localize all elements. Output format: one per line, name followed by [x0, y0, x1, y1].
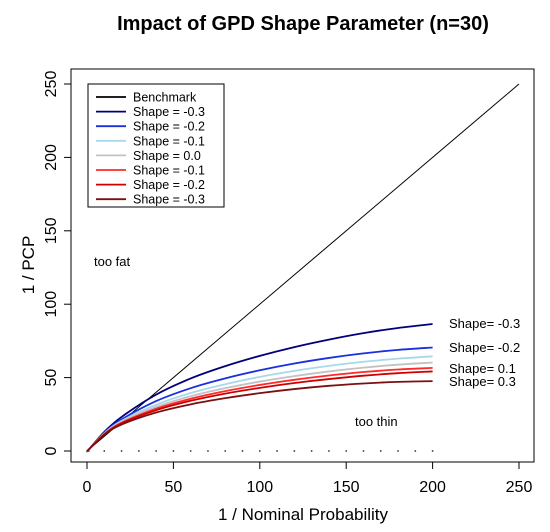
- y-tick-label-200: 200: [43, 144, 60, 171]
- x-tick-label-150: 150: [333, 479, 360, 496]
- marker-point: [189, 450, 192, 452]
- marker-point: [155, 450, 158, 452]
- marker-point: [258, 450, 261, 452]
- marker-point: [345, 450, 348, 452]
- y-axis: 0 50 100 150 200 250: [43, 71, 71, 455]
- chart-title: Impact of GPD Shape Parameter (n=30): [117, 13, 489, 35]
- plot-frame: [70, 68, 535, 463]
- marker-point: [120, 450, 123, 452]
- x-tick-label-250: 250: [506, 479, 533, 496]
- marker-point: [328, 450, 330, 452]
- marker-point: [207, 450, 209, 452]
- marker-point: [379, 450, 382, 452]
- legend-label-5: Shape = -0.1: [133, 164, 205, 178]
- shape-label-1: Shape= -0.3: [449, 316, 520, 331]
- x-tick-label-0: 0: [83, 479, 92, 496]
- shape-label-4: Shape= 0.3: [449, 374, 516, 389]
- marker-point: [224, 450, 227, 452]
- x-axis-title: 1 / Nominal Probability: [218, 505, 389, 524]
- series-layer: [85, 323, 433, 453]
- shape-label-3: Shape= 0.1: [449, 361, 516, 376]
- marker-point: [293, 450, 296, 452]
- marker-point: [87, 450, 90, 452]
- legend-label-1: Shape = -0.3: [133, 105, 205, 119]
- marker-point: [397, 450, 399, 452]
- y-tick-label-100: 100: [43, 291, 60, 318]
- marker-layer: [87, 450, 434, 452]
- legend-label-0: Benchmark: [133, 91, 197, 105]
- marker-point: [414, 450, 417, 452]
- marker-point: [241, 450, 244, 452]
- series-line-2: [85, 346, 433, 453]
- y-tick-label-0: 0: [43, 446, 60, 455]
- series-line-7: [85, 380, 433, 453]
- legend-label-4: Shape = 0.0: [133, 149, 201, 163]
- annotation-too-fat: too fat: [94, 254, 131, 269]
- legend-box: [87, 83, 225, 208]
- legend-label-6: Shape = -0.2: [133, 178, 205, 192]
- annotation-too-thin: too thin: [355, 414, 398, 429]
- marker-point: [103, 450, 106, 452]
- shape-label-2: Shape= -0.2: [449, 340, 520, 355]
- x-tick-label-100: 100: [246, 479, 273, 496]
- y-tick-label-150: 150: [43, 217, 60, 244]
- legend-label-7: Shape = -0.3: [133, 193, 205, 207]
- marker-point: [362, 450, 365, 452]
- y-tick-label-250: 250: [43, 71, 60, 98]
- x-tick-label-50: 50: [165, 479, 183, 496]
- marker-point: [172, 450, 175, 452]
- marker-point: [276, 450, 278, 452]
- marker-point: [310, 450, 313, 452]
- legend-label-3: Shape = -0.1: [133, 134, 205, 148]
- y-tick-label-50: 50: [43, 369, 60, 387]
- x-axis: 0 50 100 150 200 250: [83, 462, 533, 496]
- marker-point: [431, 450, 434, 452]
- benchmark-layer: [86, 83, 520, 452]
- y-axis-title: 1 / PCP: [19, 236, 38, 295]
- legend-label-2: Shape = -0.2: [133, 120, 205, 134]
- marker-point: [137, 450, 140, 452]
- benchmark-line: [86, 83, 520, 452]
- x-tick-label-200: 200: [419, 479, 446, 496]
